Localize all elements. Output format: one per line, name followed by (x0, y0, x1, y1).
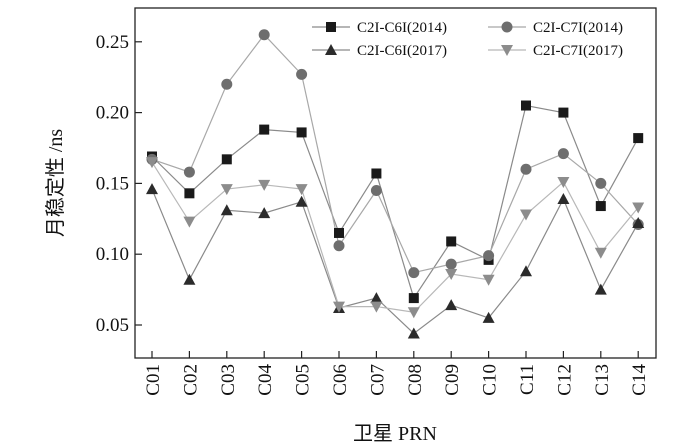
data-point (407, 327, 420, 339)
series-line-3 (151, 188, 639, 335)
data-point (221, 78, 233, 90)
x-tick-label: C11 (517, 364, 538, 395)
x-tick-label: C14 (629, 364, 650, 396)
y-tick-label: 0.25 (96, 32, 129, 53)
data-point (183, 166, 195, 178)
data-point (296, 68, 308, 80)
data-point (407, 307, 420, 319)
legend-label: C2I-C6I(2014) (357, 20, 447, 36)
data-point (184, 188, 195, 199)
x-tick-label: C03 (218, 364, 239, 396)
data-point (333, 301, 345, 313)
legend-label: C2I-C6I(2017) (357, 43, 447, 59)
data-point (594, 283, 607, 295)
data-point (370, 301, 383, 313)
data-point (146, 157, 158, 169)
x-tick-label: C13 (592, 364, 613, 396)
plot-frame (134, 7, 657, 359)
legend-marker (501, 45, 513, 56)
y-tick-label: 0.20 (96, 103, 129, 124)
x-tick-label: C10 (480, 364, 501, 396)
data-point (220, 204, 233, 216)
data-point (296, 127, 307, 138)
data-point (295, 195, 308, 207)
data-point (557, 148, 569, 160)
data-point (333, 240, 345, 252)
data-point (183, 216, 196, 228)
legend-label: C2I-C7I(2014) (533, 20, 623, 36)
x-tick-label: C04 (255, 364, 276, 396)
data-point (408, 293, 419, 304)
data-point (520, 209, 532, 221)
data-point (558, 107, 569, 118)
data-point (221, 154, 232, 165)
data-point (370, 292, 383, 304)
y-tick-label: 0.05 (96, 315, 129, 336)
data-point (632, 202, 645, 214)
data-point (259, 124, 270, 135)
legend-label: C2I-C7I(2017) (533, 43, 623, 59)
series-line-1 (151, 104, 639, 300)
data-point (370, 184, 382, 196)
y-axis-title: 月稳定性 /ns (44, 129, 67, 238)
data-point (258, 207, 271, 219)
legend-marker (501, 21, 513, 33)
x-tick-label: C01 (143, 364, 164, 396)
data-point (482, 274, 495, 286)
data-point (445, 258, 457, 270)
data-point (446, 236, 457, 247)
y-tick-label: 0.10 (96, 244, 129, 265)
data-point (595, 177, 607, 189)
data-point (220, 184, 233, 196)
data-point (258, 179, 271, 191)
data-point (295, 184, 308, 196)
data-point (445, 299, 458, 311)
legend: C2I-C6I(2014) C2I-C7I(2014) C2I-C6I(2017) C… (312, 20, 623, 59)
data-point (557, 176, 570, 188)
data-point (594, 247, 607, 259)
x-tick-label: C05 (293, 364, 314, 396)
x-tick-label: C12 (554, 364, 575, 396)
y-tick-label: 0.15 (96, 173, 129, 194)
data-point (445, 269, 458, 281)
data-point (521, 100, 531, 111)
data-point (483, 250, 495, 262)
data-point (183, 273, 196, 285)
series-markers (146, 29, 645, 339)
x-tick-label: C07 (367, 364, 388, 396)
legend-marker (326, 22, 336, 32)
data-point (482, 311, 495, 323)
data-point (258, 29, 270, 41)
x-tick-label: C06 (330, 364, 351, 396)
series-line-4 (151, 161, 639, 313)
x-axis-title: 卫星 PRN (353, 423, 437, 445)
x-tick-label: C08 (405, 364, 426, 396)
data-point (632, 217, 645, 229)
x-tick-label: C02 (180, 364, 201, 396)
data-point (557, 192, 570, 204)
data-point (334, 227, 344, 238)
x-tick-label: C09 (442, 364, 463, 396)
series-line-2 (151, 33, 639, 274)
series-lines (151, 33, 639, 335)
data-point (633, 133, 644, 144)
data-point (146, 183, 158, 195)
y-axis: 0.05 0.10 0.15 0.20 0.25 (96, 32, 142, 336)
data-point (520, 163, 532, 175)
data-point (595, 201, 606, 212)
data-point (520, 265, 532, 277)
x-axis: C01 C02 C03 C04 C05 C06 C07 C08 C09 C10 C11 C12 C13 C… (143, 351, 650, 396)
data-point (371, 168, 382, 179)
data-point (408, 267, 420, 279)
legend-marker (325, 44, 337, 55)
